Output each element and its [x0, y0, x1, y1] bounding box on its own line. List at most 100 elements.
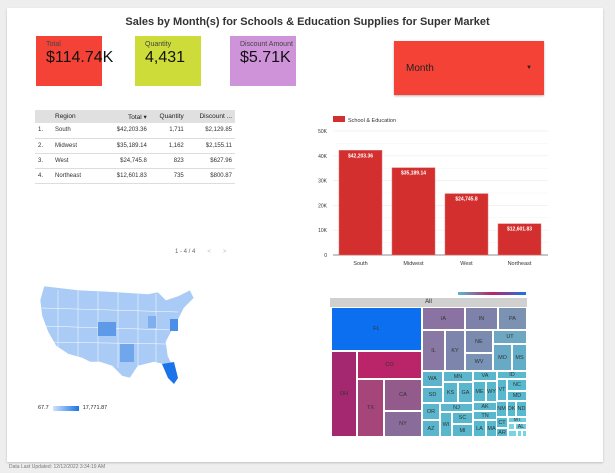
month-filter-dropdown[interactable]: Month ▼: [394, 41, 544, 95]
table-cell: $2,129.85: [186, 123, 235, 139]
treemap-cell[interactable]: CO: [357, 351, 422, 379]
treemap-cell[interactable]: SD: [422, 387, 443, 403]
treemap-cell[interactable]: IA: [422, 307, 465, 330]
bar[interactable]: [444, 193, 489, 256]
treemap-cell[interactable]: CA: [384, 379, 422, 411]
treemap-cell[interactable]: OK: [507, 401, 516, 417]
page-title: Sales by Month(s) for Schools & Educatio…: [125, 16, 490, 28]
legend-max: 17,771.87: [82, 405, 108, 411]
treemap-cell[interactable]: PA: [498, 307, 527, 330]
table-row[interactable]: 3. West $24,745.8 823 $627.96: [35, 153, 235, 169]
treemap-cell[interactable]: UT: [493, 330, 527, 344]
prev-page-icon[interactable]: <: [207, 249, 211, 255]
treemap-cell[interactable]: MI: [452, 424, 473, 437]
treemap-cell[interactable]: VA: [473, 371, 497, 381]
treemap-color-legend: [458, 292, 526, 295]
treemap-cell[interactable]: AR: [496, 428, 508, 437]
map-legend: 67.7 17,771.87: [38, 405, 107, 411]
treemap-cell[interactable]: MO: [493, 344, 512, 371]
treemap-cell[interactable]: MD: [507, 391, 527, 401]
treemap-cell[interactable]: KS: [443, 382, 458, 403]
treemap-cell[interactable]: LA: [473, 420, 486, 437]
table-row[interactable]: 1. South $42,203.36 1,711 $2,129.85: [35, 123, 235, 139]
treemap-cell[interactable]: NC: [507, 379, 527, 391]
legend-swatch: [333, 116, 345, 122]
x-tick-label: West: [460, 261, 473, 267]
bar[interactable]: [338, 150, 383, 256]
treemap-cell[interactable]: CT: [496, 417, 508, 428]
table-row[interactable]: 4. Northeast $12,601.83 735 $800.87: [35, 168, 235, 184]
treemap-cell[interactable]: TX: [357, 379, 384, 437]
treemap-cell[interactable]: ME: [473, 381, 486, 402]
treemap-cell[interactable]: ND: [516, 401, 527, 417]
table-cell: 4.: [35, 168, 55, 184]
y-tick-label: 30K: [318, 179, 328, 185]
treemap-cell[interactable]: AK: [473, 402, 497, 411]
data-label: $42,203.36: [348, 153, 373, 159]
state-highlight: [148, 316, 156, 328]
state-highlight: [98, 322, 116, 336]
treemap-cell[interactable]: WI: [440, 412, 452, 437]
pagination-text: 1 - 4 / 4: [175, 249, 196, 255]
treemap-cell[interactable]: VT: [497, 379, 507, 401]
treemap-cell[interactable]: MS: [512, 344, 527, 371]
y-tick-label: 20K: [318, 203, 328, 209]
x-tick-label: Midwest: [403, 261, 424, 267]
col-quantity[interactable]: Quantity: [149, 110, 187, 123]
treemap-cell[interactable]: OR: [422, 403, 440, 420]
treemap-cell-small[interactable]: [508, 430, 517, 437]
treemap-cell[interactable]: WV: [465, 353, 493, 371]
treemap-cell-small[interactable]: [508, 423, 515, 430]
data-label: $24,745.8: [455, 197, 477, 203]
pagination: 1 - 4 / 4 < >: [175, 249, 226, 255]
col-region[interactable]: Region: [55, 110, 105, 123]
x-tick-label: South: [353, 261, 367, 267]
x-tick-label: Northeast: [508, 261, 532, 267]
legend-min: 67.7: [38, 405, 49, 411]
table-cell: $800.87: [186, 168, 235, 184]
state-highlight: [120, 344, 134, 362]
treemap-cell[interactable]: AZ: [422, 420, 440, 437]
treemap-cell[interactable]: SC: [452, 412, 473, 424]
treemap-cell[interactable]: NJ: [440, 403, 473, 412]
us-map[interactable]: [38, 282, 198, 397]
treemap-cell[interactable]: OH: [331, 351, 357, 437]
treemap-cell[interactable]: NE: [465, 330, 493, 353]
treemap-cell[interactable]: MN: [443, 371, 473, 382]
table-cell: $2,155.11: [186, 138, 235, 154]
treemap-cell[interactable]: FL: [331, 307, 422, 351]
col-total[interactable]: Total ▾: [105, 110, 150, 123]
last-updated: Data Last Updated: 12/12/2022 3:34:19 AM: [9, 464, 106, 470]
treemap-cell[interactable]: WA: [422, 371, 443, 387]
next-page-icon[interactable]: >: [222, 249, 227, 255]
table-cell: Northeast: [55, 168, 105, 184]
region-table: Region Total ▾ Quantity Discount ... 1. S…: [35, 110, 235, 184]
treemap-cell-small[interactable]: [517, 430, 522, 437]
table-cell: $627.96: [186, 153, 235, 169]
treemap-cell[interactable]: NM: [496, 401, 507, 417]
kpi-quantity: Quantity 4,431: [135, 36, 201, 86]
table-cell: 2.: [35, 138, 55, 154]
treemap-cell[interactable]: KY: [445, 330, 465, 371]
bar[interactable]: [391, 167, 436, 256]
treemap-root-all[interactable]: All: [330, 298, 527, 307]
bar[interactable]: [497, 223, 542, 256]
treemap-cell[interactable]: WY: [486, 381, 497, 402]
legend-gradient: [52, 405, 79, 411]
treemap-cell[interactable]: IL: [422, 330, 445, 371]
treemap-cell[interactable]: IN: [465, 307, 498, 330]
table-row[interactable]: 2. Midwest $35,189.14 1,162 $2,155.11: [35, 138, 235, 154]
y-tick-label: 40K: [318, 154, 328, 160]
treemap-cell-small[interactable]: [522, 430, 527, 437]
table-cell: $35,189.14: [105, 138, 150, 154]
treemap-cell[interactable]: AL: [515, 423, 527, 430]
col-discount[interactable]: Discount ...: [186, 110, 235, 123]
treemap-cell[interactable]: TN: [473, 411, 497, 420]
treemap-cell[interactable]: GA: [458, 382, 473, 403]
state-highlight: [170, 319, 178, 331]
kpi-value: $114.74K: [46, 49, 114, 66]
y-tick-label: 50K: [318, 129, 328, 135]
treemap-cell[interactable]: ID: [497, 371, 527, 379]
treemap-cell[interactable]: NY: [384, 411, 422, 437]
treemap-cell[interactable]: MT: [508, 417, 527, 423]
